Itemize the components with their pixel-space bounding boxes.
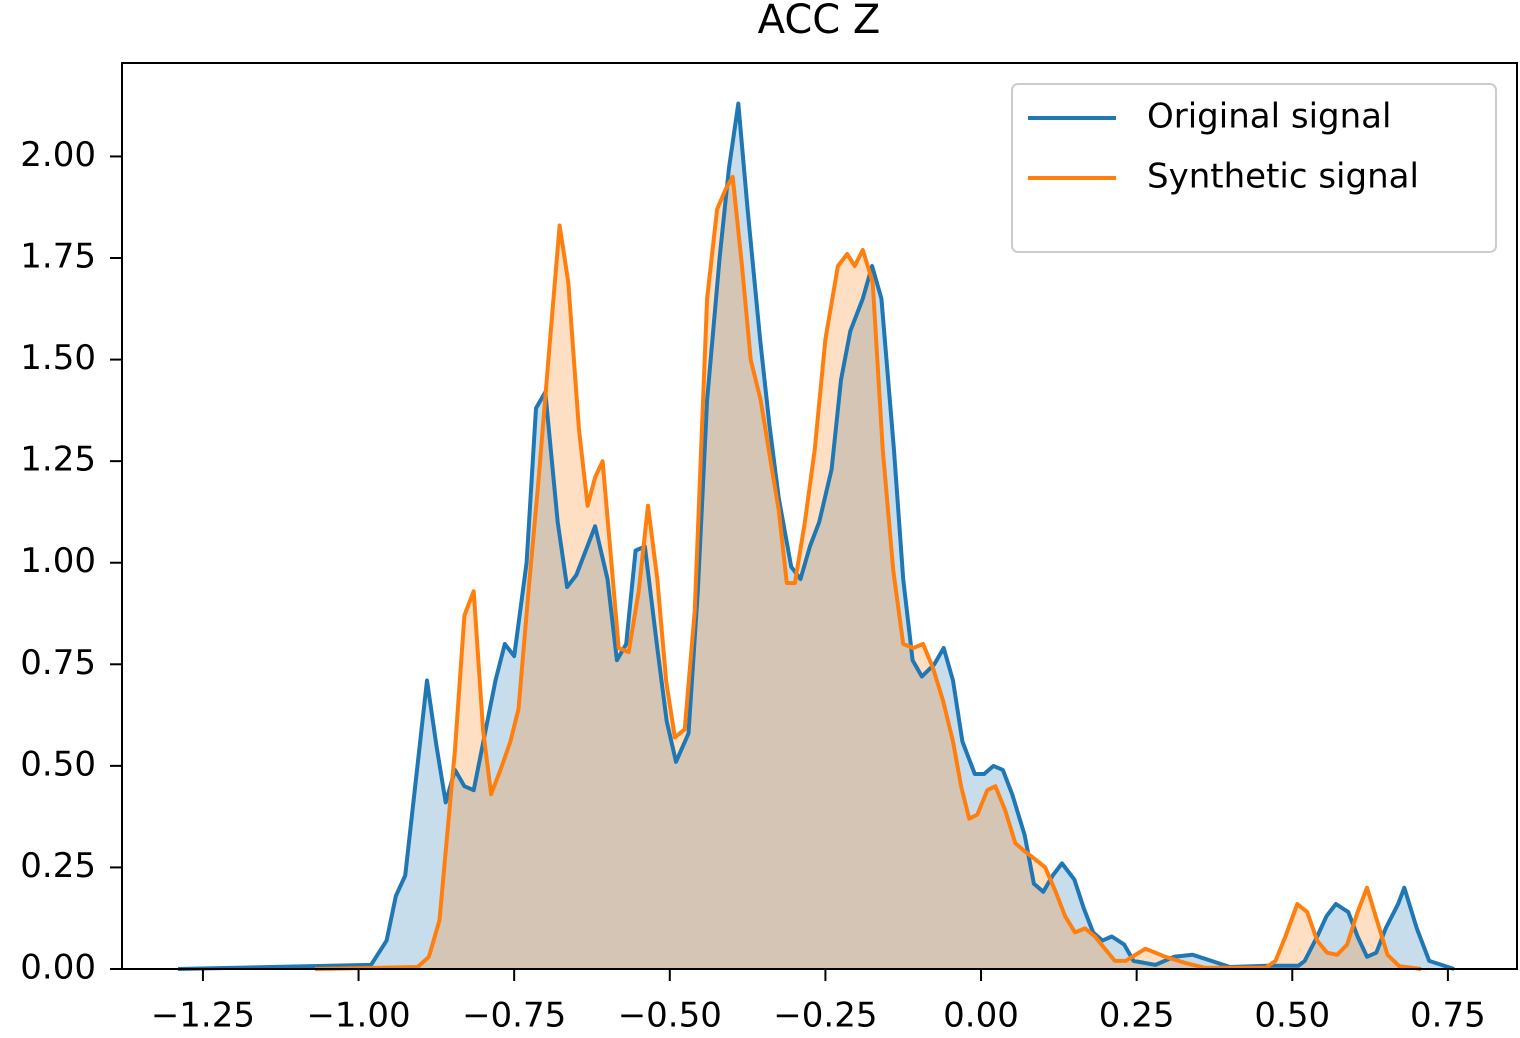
legend-label: Original signal — [1147, 97, 1391, 137]
legend-box — [1011, 83, 1497, 253]
series-line — [314, 174, 1422, 971]
y-tick-label: 0.00 — [20, 948, 96, 988]
y-tick-label: 1.50 — [20, 338, 96, 378]
y-tick-label: 0.50 — [20, 744, 96, 784]
x-tick-label: −0.25 — [773, 996, 877, 1036]
x-tick-label: 0.25 — [1099, 996, 1175, 1036]
x-tick-label: 0.50 — [1254, 996, 1330, 1036]
area-fill — [315, 176, 1422, 970]
legend-label: Synthetic signal — [1147, 157, 1419, 197]
chart-title: ACC Z — [758, 0, 881, 43]
y-tick-label: 1.00 — [20, 541, 96, 581]
plot-frame — [121, 62, 1518, 970]
x-tick-label: −1.25 — [151, 996, 255, 1036]
y-tick-label: 1.25 — [20, 440, 96, 480]
x-tick-label: −1.00 — [306, 996, 410, 1036]
x-tick-label: 0.00 — [943, 996, 1019, 1036]
x-tick-label: 0.75 — [1410, 996, 1486, 1036]
x-tick-label: −0.75 — [462, 996, 566, 1036]
y-tick-label: 1.75 — [20, 237, 96, 277]
y-tick-label: 2.00 — [20, 135, 96, 175]
x-tick-label: −0.50 — [618, 996, 722, 1036]
area-fill — [178, 103, 1455, 970]
y-tick-label: 0.75 — [20, 643, 96, 683]
y-tick-label: 0.25 — [20, 846, 96, 886]
